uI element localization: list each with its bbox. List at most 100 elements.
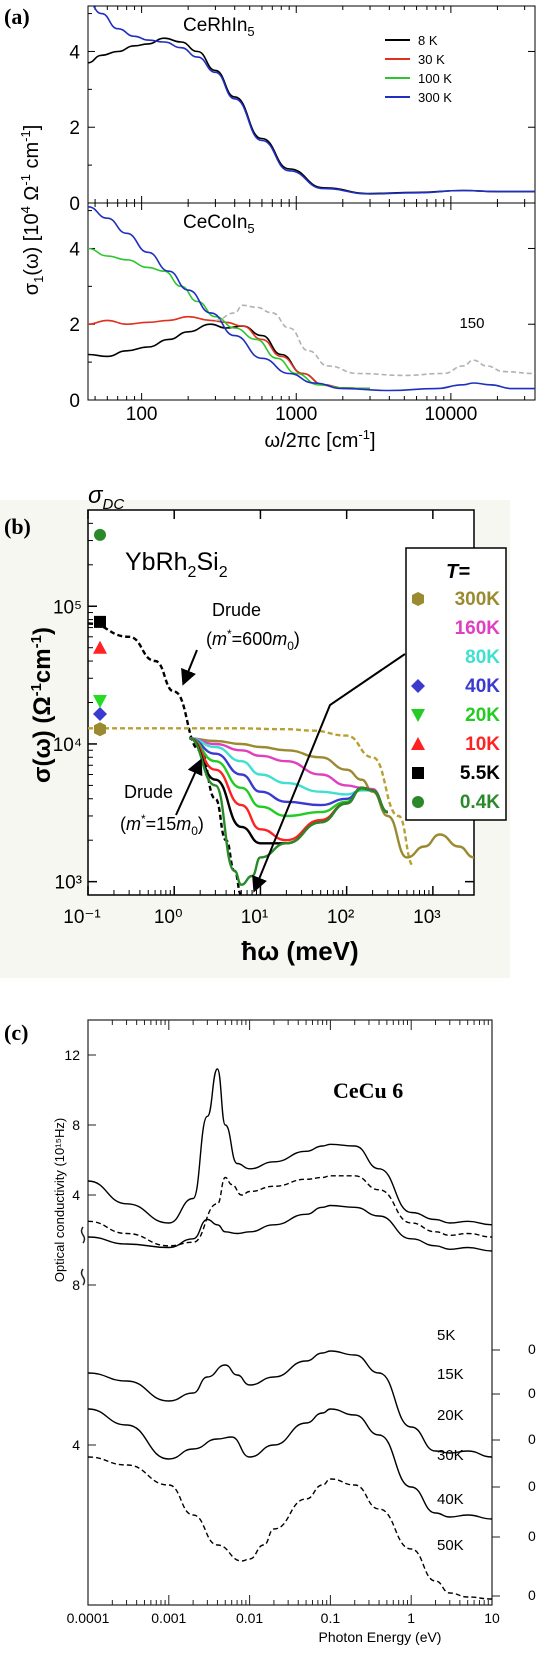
- chart-title: CeCoIn5: [183, 212, 255, 236]
- title-subscript: 2: [219, 564, 228, 581]
- x-tick-label: 0.001: [151, 1610, 186, 1626]
- legend-marker: [411, 737, 425, 750]
- x-axis-label: ω/2πc [cm-1]: [265, 427, 376, 452]
- series-line-8k: [88, 37, 535, 195]
- legend-marker: [412, 592, 424, 606]
- mass-star: *: [141, 812, 146, 826]
- chart-title: CeRhIn5: [183, 15, 255, 39]
- title-mid: Si: [196, 548, 218, 576]
- series-line-30k: [88, 1350, 492, 1458]
- plot-frame: [87, 5, 536, 204]
- curve-label-40k: 40K: [437, 1491, 464, 1508]
- x-axis-label-tail: ]: [370, 430, 376, 452]
- paren: ): [294, 629, 300, 649]
- axis-break: [80, 1226, 86, 1244]
- y-axis-label-sup: -1: [28, 635, 45, 648]
- mass-symbol: m: [272, 629, 287, 649]
- legend-label: 40K: [465, 676, 500, 697]
- drude-15-arrow: [175, 758, 203, 816]
- legend-marker: [411, 709, 425, 722]
- series-group: [88, 206, 535, 392]
- annotation-150: 150: [459, 315, 484, 332]
- legend-label: 20K: [465, 705, 500, 726]
- legend-marker: [412, 767, 424, 779]
- sigma-dc-marker-40k: [93, 707, 107, 722]
- series-line-300k: [189, 737, 474, 859]
- x-tick-label: 10⁻¹: [63, 907, 101, 928]
- x-axis-label: ħω (meV): [241, 936, 358, 966]
- series-group: [88, 6, 535, 195]
- y-axis-label: Optical conductivity (10¹⁵Hz): [52, 1118, 67, 1282]
- drude-15-label: Drude: [124, 782, 173, 802]
- series-line-5k: [88, 1068, 492, 1226]
- legend-marker: [411, 679, 425, 693]
- x-tick-label: 10000: [424, 404, 477, 425]
- mass-symbol: m: [176, 814, 191, 834]
- drude-600-mass: (m*=600m0): [206, 627, 300, 653]
- panel-c-chart: 0.0001 0.001 0.01 0.1 1 10 Photon Energy (eV) 4…: [52, 1019, 536, 1645]
- series-line-20k: [88, 1204, 492, 1252]
- legend-title: T=: [446, 561, 470, 583]
- y-axis-label-sup: -1: [18, 174, 33, 186]
- panel-a-bottom-chart: 0 2 4 CeCoIn5 100 1000 10000 ω/2πc [cm-1] σ1(ω) …: [18, 125, 536, 452]
- axis-break: [80, 1268, 86, 1286]
- sigma-dc-marker-10k: [93, 640, 107, 654]
- plot-frame: [87, 202, 536, 401]
- y-axis-label-tail: ]: [21, 125, 43, 131]
- mass-symbol: m: [212, 629, 227, 649]
- curve-label-15k: 15K: [437, 1366, 464, 1383]
- x-tick-label: 10: [484, 1610, 500, 1626]
- mass-symbol: m: [126, 814, 141, 834]
- right-zero-label: 0: [528, 1385, 536, 1401]
- drude-15-mass: (m*=15m0): [120, 812, 204, 838]
- panel-b-chart: 10⁻¹ 10⁰ 10¹ 10² 10³ 10³ 10⁴ 10⁵ σDC YbRh2Si2 Drud…: [28, 482, 507, 966]
- legend-label: 10K: [465, 734, 500, 755]
- mass-value: =600: [232, 629, 273, 649]
- x-tick-label: 1000: [275, 404, 317, 425]
- title-subscript: 2: [188, 564, 197, 581]
- y-tick-label: 4: [72, 1437, 80, 1453]
- panel-c-label: (c): [4, 1020, 28, 1045]
- mass-sub: 0: [191, 824, 198, 838]
- y-tick-label: 4: [69, 42, 80, 63]
- legend-label: 100 K: [418, 71, 452, 86]
- y-tick-label: 4: [69, 239, 80, 260]
- mass-sub: 0: [287, 639, 294, 653]
- y-tick-label: 4: [72, 1187, 80, 1203]
- curve-label-30k: 30K: [437, 1447, 464, 1464]
- series-line-50k: [88, 1456, 492, 1600]
- x-tick-label: 100: [126, 404, 158, 425]
- x-axis-label-sup: -1: [358, 427, 370, 442]
- legend-label: 0.4K: [460, 792, 500, 813]
- y-tick-label: 0: [69, 391, 80, 412]
- series-line-100k: [88, 247, 371, 390]
- chart-title: YbRh2Si2: [125, 548, 228, 581]
- curve-label-20k: 20K: [437, 1407, 464, 1424]
- right-zero-label: 0: [528, 1528, 536, 1544]
- legend-label: 5.5K: [460, 763, 500, 784]
- legend-label: 8 K: [418, 33, 438, 48]
- sigma-dc-sub: DC: [102, 496, 124, 513]
- sigma-dc-marker-04k: [94, 528, 106, 541]
- legend-label: 300K: [455, 589, 501, 610]
- series-line-drudem15m0: [88, 727, 415, 868]
- legend-marker: [412, 796, 424, 808]
- panel-a-label: (a): [4, 4, 30, 29]
- legend-label: 300 K: [418, 90, 452, 105]
- sigma-dc-marker-55k: [94, 615, 106, 628]
- panel-a-top-chart: 0 2 4 CeRhIn5 8 K 30 K 100 K 300 K: [69, 5, 536, 215]
- y-tick-label: 10³: [55, 873, 82, 894]
- y-tick-label: 2: [69, 118, 80, 139]
- x-axis-label: Photon Energy (eV): [319, 1629, 442, 1645]
- plot-frame: [87, 1019, 493, 1606]
- y-tick-label: 10⁵: [53, 597, 82, 618]
- right-zero-label: 0: [528, 1587, 536, 1603]
- title-subscript: 5: [247, 221, 254, 236]
- mass-star: *: [227, 627, 232, 641]
- sigma-dc-marker-20k: [93, 695, 107, 709]
- right-zero-label: 0: [528, 1341, 536, 1357]
- legend-pointer-arrow: [252, 653, 406, 893]
- y-axis-label: σ(ω) (Ω-1cm-1): [28, 627, 56, 783]
- right-zero-label: 0: [528, 1478, 536, 1494]
- x-tick-label: 10³: [413, 907, 440, 928]
